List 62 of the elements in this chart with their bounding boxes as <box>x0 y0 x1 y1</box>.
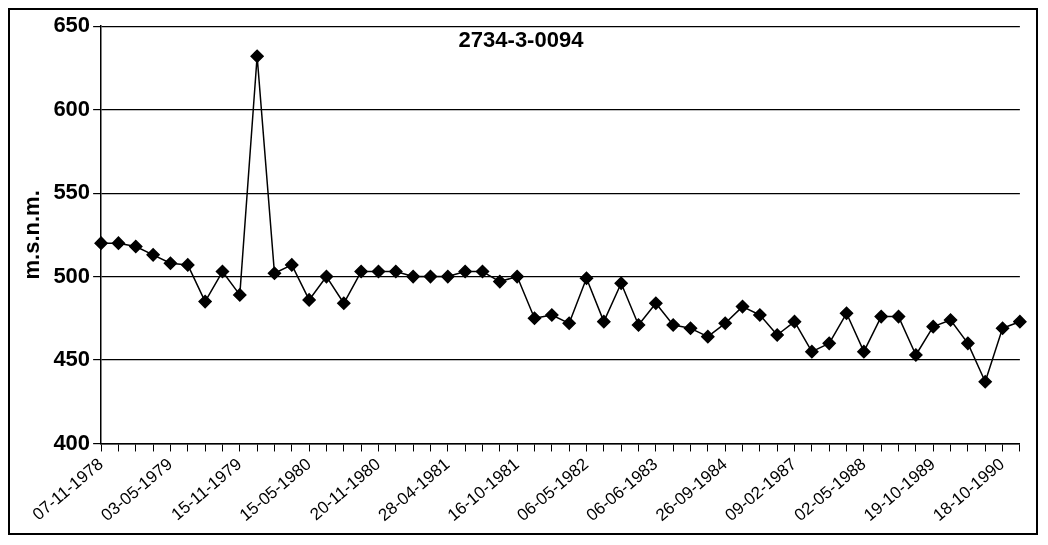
point <box>683 321 698 336</box>
y-tick-label: 450 <box>53 346 91 372</box>
y-tick-label: 650 <box>53 12 91 38</box>
point <box>198 294 212 309</box>
point <box>337 296 351 311</box>
point <box>319 269 334 284</box>
point <box>475 264 490 279</box>
point <box>891 309 906 324</box>
point <box>94 236 108 250</box>
point <box>562 316 576 331</box>
point <box>510 269 524 284</box>
point <box>787 314 802 329</box>
point <box>805 344 819 359</box>
point <box>943 313 958 327</box>
point <box>250 49 264 63</box>
point <box>215 264 230 279</box>
point <box>770 328 784 342</box>
point <box>441 269 455 284</box>
point <box>579 271 594 285</box>
point <box>354 264 368 279</box>
point <box>701 329 715 344</box>
point <box>493 274 507 289</box>
point <box>406 269 420 284</box>
point <box>597 314 611 329</box>
point <box>718 316 732 331</box>
point <box>267 266 282 280</box>
point <box>631 318 646 332</box>
y-tick-label: 400 <box>53 429 91 455</box>
point <box>995 321 1010 336</box>
y-tick-label: 550 <box>53 179 91 205</box>
point <box>458 264 472 279</box>
chart-title: 2734-3-0094 <box>458 27 585 53</box>
point <box>735 299 750 314</box>
point <box>285 258 299 272</box>
point <box>666 318 680 332</box>
point <box>978 374 992 389</box>
point <box>233 288 247 302</box>
y-tick-label: 500 <box>53 262 91 288</box>
y-tick-label: 600 <box>53 95 91 121</box>
point <box>839 306 854 321</box>
point <box>302 293 316 307</box>
point <box>181 258 195 272</box>
point <box>822 336 836 351</box>
point <box>1013 314 1027 329</box>
point <box>753 308 767 322</box>
point <box>961 336 975 351</box>
point <box>163 256 178 270</box>
point <box>371 264 386 279</box>
point <box>423 269 438 284</box>
point <box>111 236 126 250</box>
point <box>527 311 542 326</box>
point <box>857 344 871 359</box>
point <box>614 276 628 290</box>
point <box>926 319 940 334</box>
point <box>146 248 160 262</box>
point <box>545 308 559 322</box>
point <box>909 348 923 362</box>
point <box>874 309 888 324</box>
point <box>389 264 403 279</box>
y-axis-title: m.s.n.m. <box>19 190 45 280</box>
point <box>649 296 663 311</box>
point <box>129 239 143 254</box>
